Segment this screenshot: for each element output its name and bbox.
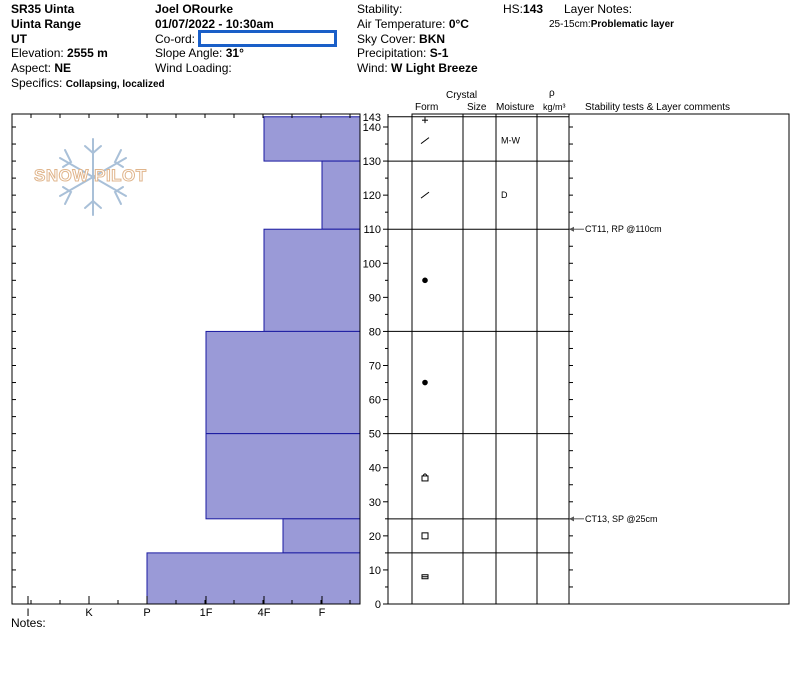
- aspect-value: NE: [54, 61, 72, 75]
- datetime: 01/07/2022 - 10:30am: [155, 17, 274, 31]
- hs-label: HS:: [503, 2, 524, 16]
- elevation-label: Elevation:: [11, 46, 64, 60]
- decomposing-fragment-icon: [420, 191, 430, 199]
- specifics-label: Specifics:: [11, 76, 63, 90]
- faceted-rounding-icon: [421, 475, 429, 482]
- site-name: SR35 Uinta: [11, 2, 75, 16]
- depth-tick-label: 40: [369, 463, 381, 475]
- depth-tick-label: 130: [363, 156, 381, 168]
- faceted-crystal-icon: [421, 532, 429, 540]
- hardness-tick-label: P: [143, 607, 150, 619]
- form-heading: Form: [415, 102, 439, 113]
- hs-value: 143: [523, 2, 544, 16]
- elevation-value: 2555 m: [67, 46, 108, 60]
- hs-tick-label: 143: [363, 112, 381, 124]
- slope-value: 31°: [225, 46, 244, 60]
- wind: Wind: W Light Breeze: [357, 61, 478, 75]
- precipitation: Precipitation: S-1: [357, 46, 448, 60]
- layer-notes-entry: 25-15cm:Problematic layer: [549, 18, 674, 32]
- size-heading: Size: [467, 102, 487, 113]
- depth-tick-label: 30: [369, 497, 381, 509]
- comments-heading: Stability tests & Layer comments: [585, 102, 731, 113]
- aspect-label: Aspect:: [11, 61, 52, 75]
- layer-bar: [282, 518, 361, 554]
- precip-value: S-1: [429, 46, 449, 60]
- density-unit: kg/m³: [543, 102, 566, 112]
- aspect: Aspect: NE: [11, 61, 71, 75]
- depth-tick-label: 10: [369, 565, 381, 577]
- layer-bar: [263, 116, 361, 162]
- air-temp-value: 0°C: [448, 17, 469, 31]
- chart-frame: [11, 113, 361, 605]
- range-name: Uinta Range: [11, 17, 82, 31]
- coord-label: Co-ord:: [155, 32, 196, 46]
- wind-label: Wind:: [357, 61, 388, 75]
- snowpilot-logo: SNOW PILOT: [30, 136, 156, 218]
- stability-test-label: CT13, SP @25cm: [585, 514, 658, 524]
- depth-tick-label: 80: [369, 326, 381, 338]
- depth-tick-label: 60: [369, 395, 381, 407]
- layer-notes-label: Layer Notes:: [564, 2, 633, 16]
- wind-loading-label: Wind Loading:: [155, 61, 232, 75]
- crystal-table-frame: [411, 113, 790, 605]
- moisture-heading: Moisture: [496, 102, 535, 113]
- rounded-grain-icon: [422, 277, 428, 284]
- hs: HS:143: [503, 2, 543, 16]
- snowflake-icon: [59, 138, 127, 216]
- moisture-label: M-W: [501, 136, 520, 146]
- air-temperature: Air Temperature: 0°C: [357, 17, 469, 31]
- layer-bar: [146, 552, 361, 605]
- depth-tick-label: 20: [369, 531, 381, 543]
- layer-notes-range: 25-15cm:: [549, 19, 591, 30]
- hardness-tick-label: K: [85, 607, 93, 619]
- elevation: Elevation: 2555 m: [11, 46, 108, 60]
- density-rho: ρ: [549, 88, 555, 99]
- stability-test-label: CT11, RP @110cm: [585, 224, 662, 234]
- logo-text: SNOW PILOT: [34, 166, 147, 185]
- layer-bar: [263, 228, 361, 332]
- depth-tick-label: 140: [363, 122, 381, 134]
- rounded-grain-icon: [422, 379, 428, 386]
- depth-tick-label: 90: [369, 292, 381, 304]
- observer: Joel ORourke: [155, 2, 234, 16]
- specifics: Specifics: Collapsing, localized: [11, 76, 165, 92]
- specifics-value: Collapsing, localized: [65, 79, 165, 90]
- notes-label: Notes:: [11, 616, 46, 630]
- layer-bar: [205, 330, 361, 435]
- hardness-tick-label: F: [319, 607, 326, 619]
- depth-tick-label: 0: [375, 599, 381, 611]
- precip-label: Precipitation:: [357, 46, 427, 60]
- moisture-label: D: [501, 190, 508, 200]
- air-temp-label: Air Temperature:: [357, 17, 446, 31]
- slope-label: Slope Angle:: [155, 46, 223, 60]
- layer-notes-text: Problematic layer: [590, 19, 675, 30]
- coord-redaction-box: [198, 30, 337, 47]
- layer-bar: [321, 160, 361, 230]
- depth-tick-label: 70: [369, 361, 381, 373]
- arrow-head-icon: [569, 516, 574, 522]
- decomposing-fragment-icon: [420, 137, 430, 145]
- state: UT: [11, 32, 27, 46]
- hardness-tick-label: 4F: [258, 607, 271, 619]
- crystal-heading: Crystal: [446, 90, 478, 101]
- depth-tick-label: 120: [363, 190, 381, 202]
- slope-angle: Slope Angle: 31°: [155, 46, 244, 60]
- layer-bar: [205, 433, 361, 520]
- stability-label: Stability:: [357, 2, 403, 16]
- depth-tick-label: 110: [363, 224, 381, 236]
- sky-value: BKN: [419, 32, 446, 46]
- hardness-tick-label: 1F: [200, 607, 213, 619]
- wind-value: W Light Breeze: [391, 61, 478, 75]
- sky-cover: Sky Cover: BKN: [357, 32, 445, 46]
- faceted-rounding-icon: [422, 473, 428, 477]
- hardness-tick-label: I: [26, 607, 29, 619]
- arrow-head-icon: [569, 226, 574, 232]
- depth-tick-label: 100: [363, 258, 381, 270]
- sky-label: Sky Cover:: [357, 32, 416, 46]
- depth-tick-label: 50: [369, 429, 381, 441]
